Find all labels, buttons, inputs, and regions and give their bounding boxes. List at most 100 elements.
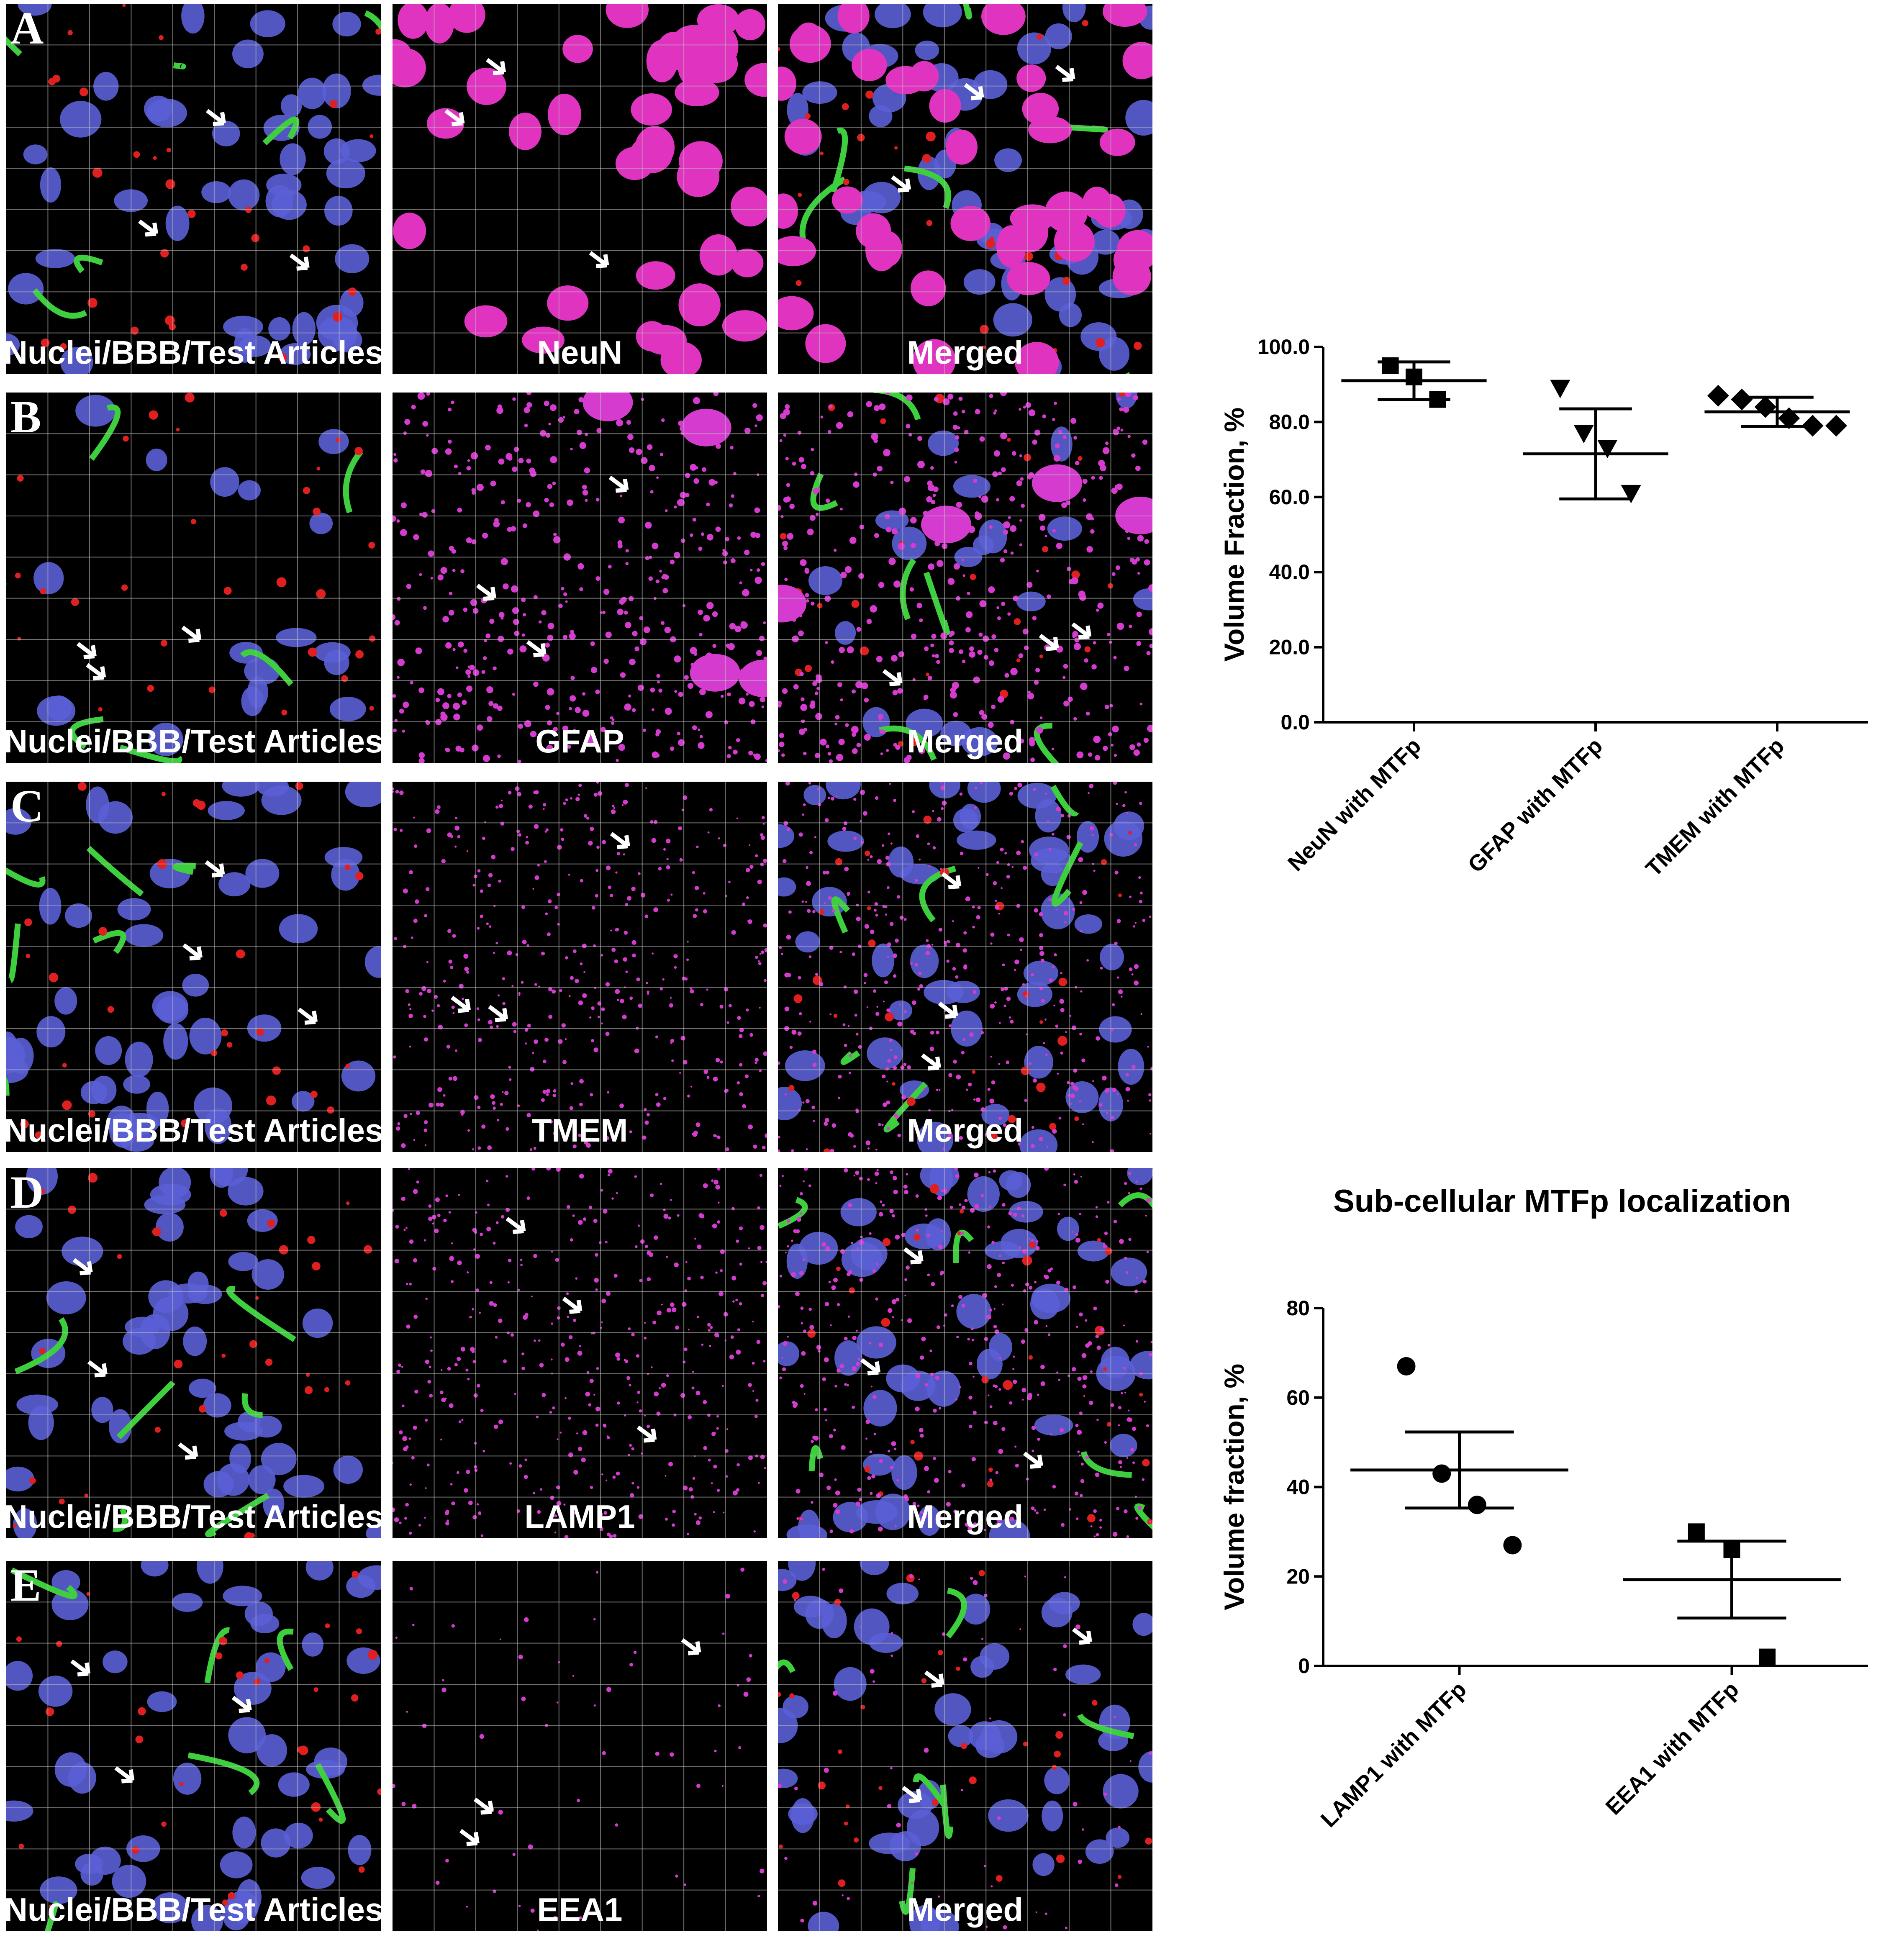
- marker-stain: [536, 1415, 539, 1419]
- marker-stain: [558, 417, 564, 423]
- marker-stain: [1036, 1240, 1039, 1243]
- marker-stain: [629, 996, 633, 1000]
- marker-stain: [844, 1044, 847, 1047]
- marker-stain: [948, 1024, 952, 1027]
- test-article: [804, 665, 812, 672]
- marker-stain: [822, 1377, 826, 1381]
- marker-stain: [1107, 633, 1111, 636]
- test-article: [1142, 1459, 1150, 1467]
- marker-stain: [1039, 933, 1043, 937]
- marker-stain: [950, 691, 957, 699]
- marker-stain: [541, 952, 545, 956]
- marker-stain: [729, 623, 736, 630]
- marker-stain: [1135, 1517, 1139, 1520]
- marker-stain: [452, 569, 456, 572]
- marker-stain: [999, 1254, 1001, 1257]
- marker-stain: [820, 416, 824, 419]
- marker-stain: [1000, 432, 1007, 440]
- marker-stain: [737, 1016, 741, 1020]
- test-article: [957, 1231, 961, 1235]
- nucleus: [46, 695, 72, 721]
- marker-stain: [1076, 751, 1084, 759]
- marker-stain: [882, 844, 885, 847]
- marker-stain: [1114, 942, 1118, 945]
- arrow: [608, 475, 629, 493]
- test-article: [1097, 1238, 1101, 1242]
- marker-stain: [1133, 395, 1138, 400]
- marker-stain: [629, 596, 634, 602]
- marker-stain: [552, 481, 556, 485]
- marker-stain: [1056, 806, 1061, 812]
- marker-stain: [425, 1487, 427, 1489]
- marker-stain: [707, 1323, 711, 1327]
- marker-stain: [865, 1437, 868, 1440]
- marker-stain: [593, 1393, 595, 1396]
- vessel: [92, 930, 126, 954]
- marker-stain: [544, 1037, 549, 1042]
- nucleus: [232, 39, 264, 69]
- marker-stain: [778, 67, 796, 101]
- test-article: [147, 685, 154, 692]
- nucleus: [247, 676, 268, 708]
- marker-stain: [511, 985, 514, 987]
- marker-stain: [1071, 577, 1078, 585]
- marker-stain: [680, 1036, 685, 1041]
- test-article: [29, 1477, 36, 1484]
- marker-stain: [631, 1332, 635, 1337]
- marker-stain: [981, 495, 989, 503]
- marker-stain: [692, 1477, 695, 1480]
- marker-stain: [994, 409, 997, 412]
- marker-stain: [674, 966, 677, 969]
- marker-stain: [917, 988, 921, 991]
- marker-stain: [1048, 898, 1052, 901]
- test-article: [68, 1205, 76, 1214]
- marker-stain: [739, 659, 767, 698]
- arrow: [231, 1696, 252, 1713]
- marker-stain: [1104, 1232, 1108, 1235]
- marker-stain: [1003, 549, 1008, 554]
- marker-stain: [760, 1293, 764, 1297]
- marker-stain: [919, 858, 921, 861]
- marker-stain: [1035, 667, 1040, 672]
- marker-stain: [611, 721, 614, 725]
- arrow: [1072, 1627, 1092, 1645]
- marker-stain: [870, 929, 875, 934]
- marker-stain: [447, 1367, 451, 1371]
- test-article: [266, 1096, 276, 1106]
- marker-stain: [805, 593, 809, 598]
- marker-stain: [779, 742, 785, 747]
- marker-stain: [632, 953, 636, 958]
- marker-stain: [472, 1148, 475, 1151]
- marker-stain: [457, 692, 462, 698]
- marker-stain: [1132, 1427, 1137, 1431]
- marker-stain: [791, 1149, 794, 1152]
- test-article: [18, 1843, 24, 1849]
- x-tick-label: TMEM with MTFp: [1641, 733, 1789, 881]
- vessel: [924, 572, 950, 636]
- marker-stain: [829, 945, 834, 950]
- marker-stain: [815, 713, 822, 720]
- marker-stain: [1051, 747, 1055, 750]
- marker-stain: [943, 1188, 948, 1193]
- marker-stain: [1082, 479, 1088, 484]
- marker-stain: [518, 1655, 523, 1660]
- marker-stain: [426, 434, 429, 437]
- marker-stain: [974, 806, 977, 809]
- marker-stain: [1038, 514, 1046, 521]
- marker-stain: [698, 742, 705, 749]
- marker-stain: [521, 633, 525, 637]
- marker-stain: [693, 478, 699, 484]
- marker-stain: [408, 1014, 413, 1019]
- marker-stain: [903, 1010, 907, 1013]
- marker-stain: [1111, 744, 1114, 747]
- arrow: [891, 175, 911, 193]
- marker-stain: [556, 1701, 559, 1704]
- nucleus: [218, 872, 251, 896]
- data-point: [1468, 1496, 1486, 1514]
- marker-stain: [526, 402, 532, 408]
- marker-stain: [1106, 1112, 1109, 1114]
- marker-stain: [511, 585, 518, 593]
- marker-stain: [1073, 643, 1081, 650]
- vessel: [364, 10, 381, 31]
- marker-stain: [898, 651, 905, 657]
